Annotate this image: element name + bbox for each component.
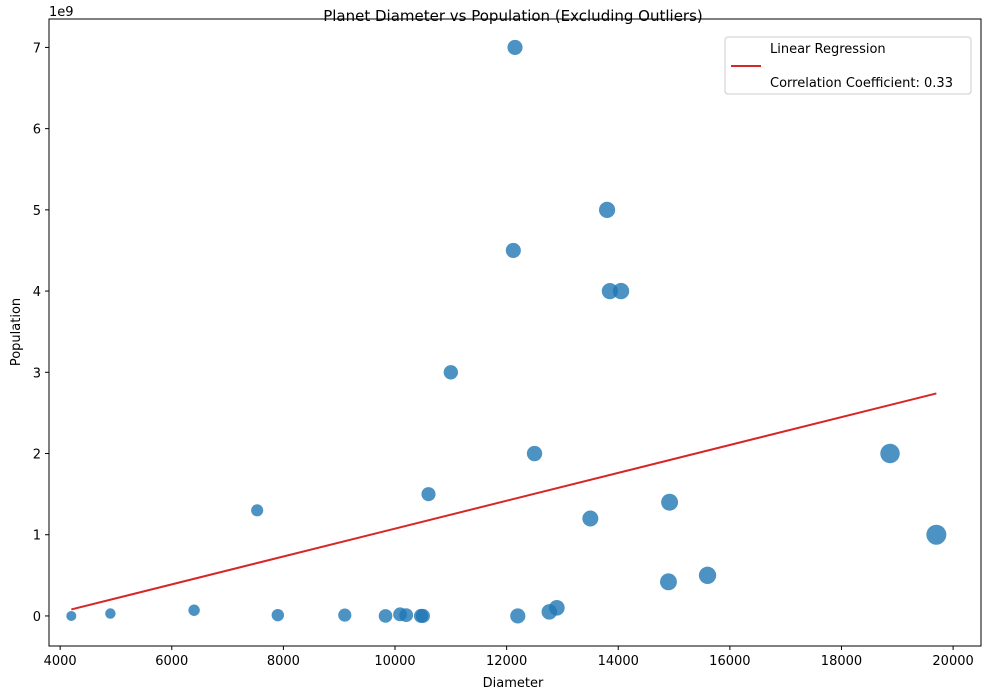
data-point [549, 600, 565, 616]
data-point [338, 608, 352, 622]
x-tick-label: 16000 [709, 654, 750, 669]
x-tick-label: 12000 [486, 654, 527, 669]
legend-entry-correlation: Correlation Coefficient: 0.33 [770, 76, 953, 91]
plot-frame [48, 18, 982, 647]
data-point [507, 39, 523, 55]
data-point [598, 201, 616, 218]
x-axis: 4000 6000 8000 10000 12000 14000 16000 18000 200… [44, 646, 974, 669]
y-tick-label: 4 [33, 285, 41, 300]
chart-title: Planet Diameter vs Population (Excluding… [323, 7, 703, 25]
data-point [582, 510, 599, 527]
y-tick-label: 6 [33, 123, 41, 138]
y-tick-label: 3 [33, 366, 41, 381]
data-point [926, 524, 947, 545]
data-point [505, 242, 521, 259]
y-tick-label: 0 [33, 610, 41, 625]
points-layer [66, 39, 947, 624]
data-point [251, 504, 264, 517]
data-point [66, 610, 77, 621]
y-offset-label: 1e9 [49, 5, 74, 20]
data-point [660, 573, 677, 591]
data-point [399, 608, 414, 623]
data-point [661, 493, 679, 511]
y-tick-label: 5 [33, 204, 41, 219]
x-axis-label: Diameter [483, 676, 544, 691]
y-axis-label: Population [9, 298, 24, 366]
data-point [601, 282, 618, 300]
y-tick-label: 1 [33, 529, 41, 544]
x-tick-label: 8000 [267, 654, 300, 669]
x-tick-label: 18000 [821, 654, 862, 669]
legend-entry-regression: Linear Regression [770, 42, 886, 57]
legend: Linear Regression Correlation Coefficien… [724, 36, 972, 95]
x-tick-label: 6000 [155, 654, 188, 669]
data-point [271, 608, 285, 622]
data-point [188, 604, 200, 616]
x-tick-label: 4000 [44, 654, 77, 669]
y-axis: 0 1 2 3 4 5 6 7 [33, 41, 49, 625]
data-point [698, 566, 717, 585]
data-point [880, 443, 900, 464]
data-point [378, 609, 393, 623]
x-tick-label: 10000 [374, 654, 415, 669]
data-point [105, 608, 116, 619]
x-tick-label: 14000 [598, 654, 639, 669]
legend-box [724, 36, 972, 95]
y-tick-label: 2 [33, 448, 41, 463]
data-point [443, 365, 459, 380]
data-point [526, 445, 543, 462]
data-point [421, 487, 436, 502]
data-point [415, 608, 430, 623]
x-tick-label: 20000 [932, 654, 973, 669]
regression-line [71, 392, 937, 611]
regression-layer [71, 392, 937, 611]
y-tick-label: 7 [33, 41, 41, 56]
data-point [510, 608, 526, 624]
data-point [612, 282, 630, 300]
